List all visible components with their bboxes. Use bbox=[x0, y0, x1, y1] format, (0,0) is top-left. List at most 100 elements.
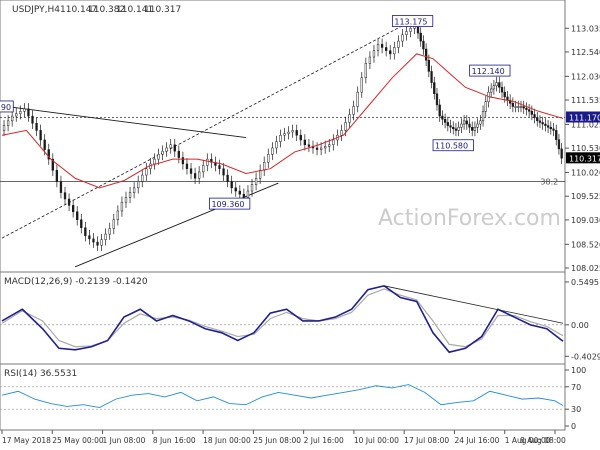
candle-body bbox=[234, 187, 237, 192]
candle-body bbox=[181, 157, 185, 165]
x-tick-label: 25 May 00:00 bbox=[52, 436, 104, 445]
candle-body bbox=[43, 139, 46, 150]
candle-body bbox=[397, 40, 400, 48]
candle-body bbox=[27, 108, 30, 117]
candle-body bbox=[120, 201, 124, 212]
candle-body bbox=[206, 158, 209, 166]
candle-body bbox=[271, 147, 274, 155]
candle-body bbox=[422, 40, 425, 50]
ohlc-open: 110.147 bbox=[60, 5, 97, 15]
annotation-box bbox=[469, 64, 511, 77]
candle-body bbox=[71, 205, 75, 213]
annotation-label: 38.2 bbox=[540, 178, 558, 187]
candle-body bbox=[84, 227, 87, 236]
candle-body bbox=[324, 146, 327, 149]
candle-body bbox=[100, 239, 103, 246]
candle-body bbox=[427, 59, 430, 72]
candle-body bbox=[177, 150, 180, 158]
ohlc-high: 110.382 bbox=[88, 5, 125, 15]
annotation-label: 112.140 bbox=[472, 67, 505, 76]
price-y-tick-label: 108.025 bbox=[571, 264, 600, 273]
candle-body bbox=[291, 130, 294, 133]
rsi-title: RSI(14) 36.5531 bbox=[4, 369, 77, 379]
trendline-upper bbox=[10, 106, 246, 139]
candle-body bbox=[80, 219, 83, 228]
rsi-line bbox=[1, 384, 564, 408]
candle-body bbox=[2, 125, 6, 131]
price-series bbox=[2, 19, 563, 252]
candle-body bbox=[393, 47, 396, 55]
candle-body bbox=[549, 126, 552, 130]
candle-body bbox=[19, 111, 22, 114]
x-tick-label: 2 Jul 16:00 bbox=[304, 436, 344, 445]
candle-body bbox=[202, 165, 205, 173]
rsi-panel-frame bbox=[0, 363, 566, 431]
rsi-series bbox=[1, 384, 564, 408]
candle-body bbox=[267, 154, 270, 163]
candle-body bbox=[380, 44, 384, 48]
macd-title: MACD(12,26,9) -0.2139 -0.1420 bbox=[4, 277, 148, 287]
candle-body bbox=[454, 128, 458, 131]
candle-body bbox=[258, 170, 262, 179]
candle-body bbox=[222, 168, 225, 176]
annotation-label: 110.580 bbox=[435, 142, 468, 151]
candle-body bbox=[319, 147, 323, 150]
candle-body bbox=[527, 109, 531, 112]
candle-body bbox=[218, 165, 221, 169]
macd-y-tick-label: -0.4029 bbox=[571, 352, 600, 361]
candle-body bbox=[226, 174, 229, 182]
candle-body bbox=[145, 168, 148, 176]
annotation-label: 90 bbox=[1, 103, 11, 112]
candle-body bbox=[157, 154, 160, 160]
candle-body bbox=[460, 123, 463, 128]
annotation-box bbox=[209, 197, 251, 210]
candle-body bbox=[141, 174, 144, 182]
annotation-box bbox=[432, 139, 474, 152]
candle-body bbox=[315, 147, 319, 150]
x-tick-label: 24 Jul 16:00 bbox=[454, 436, 499, 445]
candle-body bbox=[424, 48, 428, 61]
candle-body bbox=[116, 210, 120, 220]
candle-body bbox=[517, 106, 520, 108]
x-tick-label: 17 Jul 08:00 bbox=[404, 436, 449, 445]
candle-body bbox=[198, 171, 201, 179]
annotation-box bbox=[0, 100, 14, 113]
trendline-channel bbox=[1, 20, 413, 239]
candle-body bbox=[490, 88, 493, 93]
candle-body bbox=[51, 158, 54, 171]
watermark: ActionForex.com bbox=[378, 206, 561, 231]
rsi-y-tick-label: 30 bbox=[571, 405, 581, 414]
candle-body bbox=[96, 241, 99, 246]
candle-body bbox=[263, 162, 266, 171]
macd-y-axis: 0.5495 0.00 -0.4029 bbox=[565, 278, 600, 361]
annotation-box bbox=[391, 15, 434, 27]
candle-body bbox=[555, 130, 558, 140]
candle-body bbox=[295, 130, 298, 136]
candle-body bbox=[401, 34, 404, 42]
price-panel: USDJPY,H4 110.147 110.382 110.141 110.31… bbox=[0, 0, 600, 273]
candle-body bbox=[503, 91, 506, 98]
candle-body bbox=[23, 108, 26, 112]
price-y-tick-label: 111.535 bbox=[571, 96, 600, 105]
candle-body bbox=[344, 122, 347, 131]
candle-body bbox=[332, 139, 335, 146]
candle-body bbox=[519, 106, 523, 108]
current-price-box bbox=[566, 152, 600, 164]
candle-body bbox=[364, 63, 367, 79]
candle-body bbox=[108, 228, 111, 235]
candle-body bbox=[279, 134, 282, 142]
candle-body bbox=[522, 106, 525, 109]
candle-body bbox=[153, 158, 156, 165]
candle-body bbox=[433, 82, 436, 94]
candle-body bbox=[500, 87, 504, 93]
macd-panel: MACD(12,26,9) -0.2139 -0.1420 0.5495 0.00… bbox=[0, 271, 600, 365]
x-tick-label: 8 Jun 16:00 bbox=[153, 436, 196, 445]
rsi-y-tick-label: 70 bbox=[571, 383, 581, 392]
candle-body bbox=[498, 82, 501, 88]
candle-body bbox=[538, 120, 542, 123]
candle-body bbox=[536, 117, 539, 122]
candle-body bbox=[552, 128, 555, 131]
candle-body bbox=[409, 28, 412, 32]
candle-body bbox=[165, 147, 168, 152]
